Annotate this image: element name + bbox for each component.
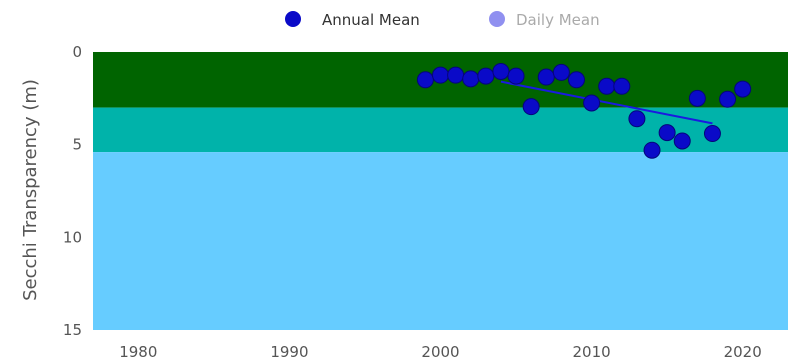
y-tick-label: 15 xyxy=(63,321,82,339)
data-point[interactable] xyxy=(613,77,631,95)
data-point[interactable] xyxy=(492,62,510,80)
legend-marker-daily-mean[interactable] xyxy=(489,11,505,27)
data-point[interactable] xyxy=(703,125,721,143)
y-tick-label: 5 xyxy=(72,136,82,154)
legend-label-annual-mean[interactable]: Annual Mean xyxy=(322,11,420,29)
data-point[interactable] xyxy=(507,67,525,85)
data-point[interactable] xyxy=(522,98,540,116)
data-point[interactable] xyxy=(658,124,676,142)
trendline-group xyxy=(500,80,713,125)
x-tick-label: 1980 xyxy=(119,343,157,361)
data-point[interactable] xyxy=(719,90,737,108)
data-point[interactable] xyxy=(643,141,661,159)
x-tick-label: 1990 xyxy=(270,343,308,361)
y-tick-label: 0 xyxy=(72,43,82,61)
x-tick-label: 2010 xyxy=(572,343,610,361)
data-point[interactable] xyxy=(477,67,495,85)
legend-marker-annual-mean[interactable] xyxy=(285,11,301,27)
depth-bands xyxy=(93,52,788,330)
data-point[interactable] xyxy=(552,63,570,81)
data-point[interactable] xyxy=(567,71,585,89)
data-point[interactable] xyxy=(583,94,601,112)
data-point[interactable] xyxy=(537,68,555,86)
data-point[interactable] xyxy=(598,77,616,95)
data-point[interactable] xyxy=(447,66,465,84)
data-point[interactable] xyxy=(432,66,449,84)
y-axis-ticks: 0 5 10 15 xyxy=(63,43,82,339)
data-point[interactable] xyxy=(688,89,706,107)
y-tick-label: 10 xyxy=(63,228,82,246)
band-2 xyxy=(93,152,788,330)
data-point[interactable] xyxy=(628,110,646,128)
data-point[interactable] xyxy=(673,132,691,150)
trendline xyxy=(500,80,713,125)
x-axis-ticks: 1980 1990 2000 2010 2020 xyxy=(119,343,762,361)
x-tick-label: 2020 xyxy=(724,343,762,361)
legend-label-daily-mean[interactable]: Daily Mean xyxy=(516,11,600,29)
y-axis-title: Secchi Transparency (m) xyxy=(20,79,41,301)
legend: Annual Mean Daily Mean xyxy=(285,11,600,29)
data-point[interactable] xyxy=(416,71,434,89)
data-point[interactable] xyxy=(734,80,752,98)
data-point[interactable] xyxy=(462,70,480,88)
annual-mean-points xyxy=(416,62,752,159)
x-tick-label: 2000 xyxy=(421,343,459,361)
